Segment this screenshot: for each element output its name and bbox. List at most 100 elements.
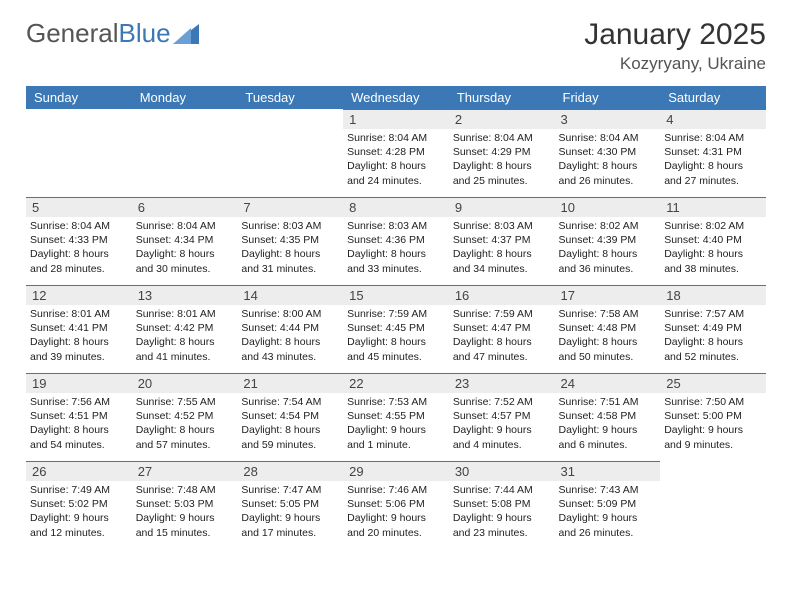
- calendar-day-cell: 12Sunrise: 8:01 AMSunset: 4:41 PMDayligh…: [26, 285, 132, 373]
- day-details: Sunrise: 7:43 AMSunset: 5:09 PMDaylight:…: [555, 481, 661, 540]
- calendar-day-cell: 4Sunrise: 8:04 AMSunset: 4:31 PMDaylight…: [660, 109, 766, 197]
- calendar-day-cell: 29Sunrise: 7:46 AMSunset: 5:06 PMDayligh…: [343, 461, 449, 549]
- day-number: 13: [132, 285, 238, 305]
- calendar-day-cell: 25Sunrise: 7:50 AMSunset: 5:00 PMDayligh…: [660, 373, 766, 461]
- day-details: Sunrise: 7:49 AMSunset: 5:02 PMDaylight:…: [26, 481, 132, 540]
- calendar-day-cell: 6Sunrise: 8:04 AMSunset: 4:34 PMDaylight…: [132, 197, 238, 285]
- brand-logo: GeneralBlue: [26, 18, 199, 49]
- calendar-week-row: 26Sunrise: 7:49 AMSunset: 5:02 PMDayligh…: [26, 461, 766, 549]
- day-details: Sunrise: 7:54 AMSunset: 4:54 PMDaylight:…: [237, 393, 343, 452]
- weekday-header-row: Sunday Monday Tuesday Wednesday Thursday…: [26, 86, 766, 109]
- calendar-day-cell: [660, 461, 766, 549]
- calendar-day-cell: 17Sunrise: 7:58 AMSunset: 4:48 PMDayligh…: [555, 285, 661, 373]
- day-details: Sunrise: 7:58 AMSunset: 4:48 PMDaylight:…: [555, 305, 661, 364]
- day-number: 19: [26, 373, 132, 393]
- day-number: 17: [555, 285, 661, 305]
- day-number: 28: [237, 461, 343, 481]
- calendar-day-cell: 15Sunrise: 7:59 AMSunset: 4:45 PMDayligh…: [343, 285, 449, 373]
- day-number: 14: [237, 285, 343, 305]
- day-number: 30: [449, 461, 555, 481]
- day-number: 6: [132, 197, 238, 217]
- day-number: 22: [343, 373, 449, 393]
- weekday-header: Sunday: [26, 86, 132, 109]
- day-details: Sunrise: 8:00 AMSunset: 4:44 PMDaylight:…: [237, 305, 343, 364]
- calendar-day-cell: 8Sunrise: 8:03 AMSunset: 4:36 PMDaylight…: [343, 197, 449, 285]
- day-details: Sunrise: 8:04 AMSunset: 4:34 PMDaylight:…: [132, 217, 238, 276]
- day-details: Sunrise: 8:03 AMSunset: 4:37 PMDaylight:…: [449, 217, 555, 276]
- day-number: 27: [132, 461, 238, 481]
- calendar-day-cell: 18Sunrise: 7:57 AMSunset: 4:49 PMDayligh…: [660, 285, 766, 373]
- calendar-day-cell: 13Sunrise: 8:01 AMSunset: 4:42 PMDayligh…: [132, 285, 238, 373]
- day-number: 7: [237, 197, 343, 217]
- weekday-header: Saturday: [660, 86, 766, 109]
- day-details: Sunrise: 8:02 AMSunset: 4:40 PMDaylight:…: [660, 217, 766, 276]
- day-number: 18: [660, 285, 766, 305]
- calendar-day-cell: 20Sunrise: 7:55 AMSunset: 4:52 PMDayligh…: [132, 373, 238, 461]
- calendar-day-cell: [237, 109, 343, 197]
- day-details: Sunrise: 7:59 AMSunset: 4:45 PMDaylight:…: [343, 305, 449, 364]
- calendar-day-cell: 3Sunrise: 8:04 AMSunset: 4:30 PMDaylight…: [555, 109, 661, 197]
- day-details: Sunrise: 8:04 AMSunset: 4:28 PMDaylight:…: [343, 129, 449, 188]
- calendar-day-cell: 10Sunrise: 8:02 AMSunset: 4:39 PMDayligh…: [555, 197, 661, 285]
- calendar-table: Sunday Monday Tuesday Wednesday Thursday…: [26, 86, 766, 549]
- day-number: 31: [555, 461, 661, 481]
- brand-triangle-icon: [173, 24, 199, 44]
- calendar-day-cell: 27Sunrise: 7:48 AMSunset: 5:03 PMDayligh…: [132, 461, 238, 549]
- calendar-day-cell: 28Sunrise: 7:47 AMSunset: 5:05 PMDayligh…: [237, 461, 343, 549]
- day-number: 29: [343, 461, 449, 481]
- calendar-day-cell: 11Sunrise: 8:02 AMSunset: 4:40 PMDayligh…: [660, 197, 766, 285]
- calendar-week-row: 19Sunrise: 7:56 AMSunset: 4:51 PMDayligh…: [26, 373, 766, 461]
- calendar-day-cell: 7Sunrise: 8:03 AMSunset: 4:35 PMDaylight…: [237, 197, 343, 285]
- day-number: 21: [237, 373, 343, 393]
- calendar-day-cell: 1Sunrise: 8:04 AMSunset: 4:28 PMDaylight…: [343, 109, 449, 197]
- calendar-day-cell: 5Sunrise: 8:04 AMSunset: 4:33 PMDaylight…: [26, 197, 132, 285]
- day-number: 24: [555, 373, 661, 393]
- day-number: 5: [26, 197, 132, 217]
- calendar-day-cell: 22Sunrise: 7:53 AMSunset: 4:55 PMDayligh…: [343, 373, 449, 461]
- day-details: Sunrise: 7:59 AMSunset: 4:47 PMDaylight:…: [449, 305, 555, 364]
- weekday-header: Tuesday: [237, 86, 343, 109]
- brand-part2: Blue: [119, 18, 171, 49]
- weekday-header: Friday: [555, 86, 661, 109]
- day-details: Sunrise: 7:53 AMSunset: 4:55 PMDaylight:…: [343, 393, 449, 452]
- day-details: Sunrise: 8:01 AMSunset: 4:42 PMDaylight:…: [132, 305, 238, 364]
- day-number: 25: [660, 373, 766, 393]
- day-number: 3: [555, 109, 661, 129]
- calendar-day-cell: 23Sunrise: 7:52 AMSunset: 4:57 PMDayligh…: [449, 373, 555, 461]
- calendar-day-cell: 30Sunrise: 7:44 AMSunset: 5:08 PMDayligh…: [449, 461, 555, 549]
- calendar-day-cell: 16Sunrise: 7:59 AMSunset: 4:47 PMDayligh…: [449, 285, 555, 373]
- day-number: 15: [343, 285, 449, 305]
- weekday-header: Thursday: [449, 86, 555, 109]
- title-block: January 2025 Kozyryany, Ukraine: [584, 18, 766, 74]
- calendar-week-row: 5Sunrise: 8:04 AMSunset: 4:33 PMDaylight…: [26, 197, 766, 285]
- calendar-page: GeneralBlue January 2025 Kozyryany, Ukra…: [0, 0, 792, 612]
- day-details: Sunrise: 8:04 AMSunset: 4:33 PMDaylight:…: [26, 217, 132, 276]
- day-details: Sunrise: 8:02 AMSunset: 4:39 PMDaylight:…: [555, 217, 661, 276]
- weekday-header: Monday: [132, 86, 238, 109]
- calendar-day-cell: 9Sunrise: 8:03 AMSunset: 4:37 PMDaylight…: [449, 197, 555, 285]
- day-details: Sunrise: 7:57 AMSunset: 4:49 PMDaylight:…: [660, 305, 766, 364]
- location-subtitle: Kozyryany, Ukraine: [584, 54, 766, 74]
- day-details: Sunrise: 7:47 AMSunset: 5:05 PMDaylight:…: [237, 481, 343, 540]
- day-number: 26: [26, 461, 132, 481]
- calendar-day-cell: 2Sunrise: 8:04 AMSunset: 4:29 PMDaylight…: [449, 109, 555, 197]
- day-number: 9: [449, 197, 555, 217]
- day-number: 16: [449, 285, 555, 305]
- calendar-week-row: 1Sunrise: 8:04 AMSunset: 4:28 PMDaylight…: [26, 109, 766, 197]
- day-number: 1: [343, 109, 449, 129]
- calendar-day-cell: 14Sunrise: 8:00 AMSunset: 4:44 PMDayligh…: [237, 285, 343, 373]
- day-details: Sunrise: 7:52 AMSunset: 4:57 PMDaylight:…: [449, 393, 555, 452]
- day-number: 20: [132, 373, 238, 393]
- calendar-day-cell: [26, 109, 132, 197]
- day-details: Sunrise: 7:51 AMSunset: 4:58 PMDaylight:…: [555, 393, 661, 452]
- brand-part1: General: [26, 18, 119, 49]
- day-details: Sunrise: 8:03 AMSunset: 4:35 PMDaylight:…: [237, 217, 343, 276]
- calendar-day-cell: 31Sunrise: 7:43 AMSunset: 5:09 PMDayligh…: [555, 461, 661, 549]
- day-number: 8: [343, 197, 449, 217]
- day-number: 2: [449, 109, 555, 129]
- day-details: Sunrise: 7:46 AMSunset: 5:06 PMDaylight:…: [343, 481, 449, 540]
- calendar-day-cell: 24Sunrise: 7:51 AMSunset: 4:58 PMDayligh…: [555, 373, 661, 461]
- page-header: GeneralBlue January 2025 Kozyryany, Ukra…: [26, 18, 766, 74]
- day-details: Sunrise: 8:04 AMSunset: 4:31 PMDaylight:…: [660, 129, 766, 188]
- calendar-week-row: 12Sunrise: 8:01 AMSunset: 4:41 PMDayligh…: [26, 285, 766, 373]
